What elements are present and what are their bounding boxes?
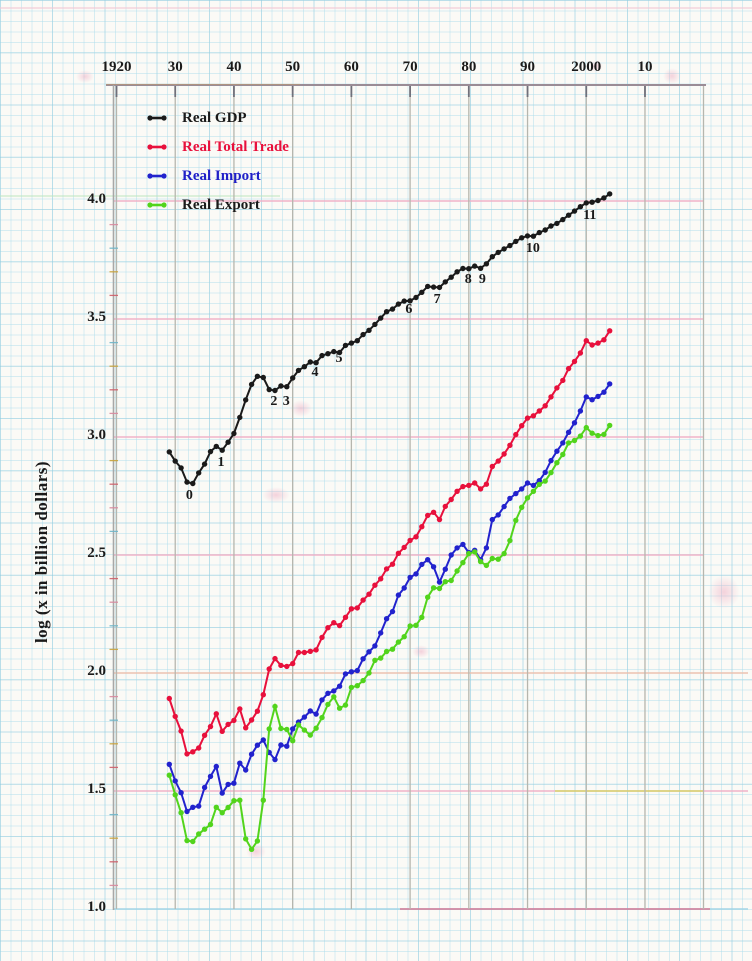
x-tick-label-1930: 30 [167,59,183,75]
y-tick-label-4.0: 4.0 [87,191,106,207]
recession-label-2: 2 [270,394,278,410]
y-tick-label-1.5: 1.5 [87,781,106,797]
recession-label-5: 5 [335,350,343,366]
x-tick-label-1960: 60 [343,59,359,75]
x-tick-label-1990: 90 [520,59,536,75]
series-real-total-trade [166,328,613,757]
y-tick-label-1.0: 1.0 [87,899,106,915]
x-tick-label-1980: 80 [461,59,477,75]
recession-label-7: 7 [433,292,441,308]
legend-label: Real Import [182,167,261,184]
legend-label: Real Total Trade [182,138,289,155]
y-tick-label-2.0: 2.0 [87,663,106,679]
legend-label: Real GDP [182,109,247,126]
legend-item-real-import: Real Import [146,165,289,187]
recession-label-11: 11 [583,208,597,224]
x-tick-label-2010: 10 [637,59,653,75]
y-tick-label-3.5: 3.5 [87,309,106,325]
x-tick-label-1970: 70 [402,59,418,75]
y-tick-label-3.0: 3.0 [87,427,106,443]
legend-item-real-export: Real Export [146,194,289,216]
recession-label-0: 0 [185,488,193,503]
series-real-gdp [166,191,613,487]
recession-label-10: 10 [525,240,540,256]
gdp-line-marker-icon [147,115,167,121]
recession-label-3: 3 [282,394,290,410]
recession-label-8: 8 [464,272,472,288]
legend-item-real-total-trade: Real Total Trade [146,136,289,158]
legend: Real GDP Real Total Trade Real Import Re… [146,107,289,223]
recession-label-4: 4 [311,365,319,381]
x-tick-label-2000: 2000 [571,59,602,75]
y-tick-label-2.5: 2.5 [87,545,106,561]
recession-label-1: 1 [217,454,225,470]
series-real-export [166,422,613,852]
export-line-marker-icon [147,202,167,208]
legend-item-real-gdp: Real GDP [146,107,289,129]
recession-label-6: 6 [405,302,413,318]
import-line-marker-icon [147,173,167,179]
x-tick-label-1920: 1920 [101,59,132,75]
recession-label-9: 9 [478,272,486,288]
y-axis-title: log (x in billion dollars) [32,460,51,644]
trade-line-marker-icon [147,144,167,150]
legend-label: Real Export [182,196,260,213]
x-tick-label-1950: 50 [285,59,301,75]
x-tick-label-1940: 40 [226,59,242,75]
